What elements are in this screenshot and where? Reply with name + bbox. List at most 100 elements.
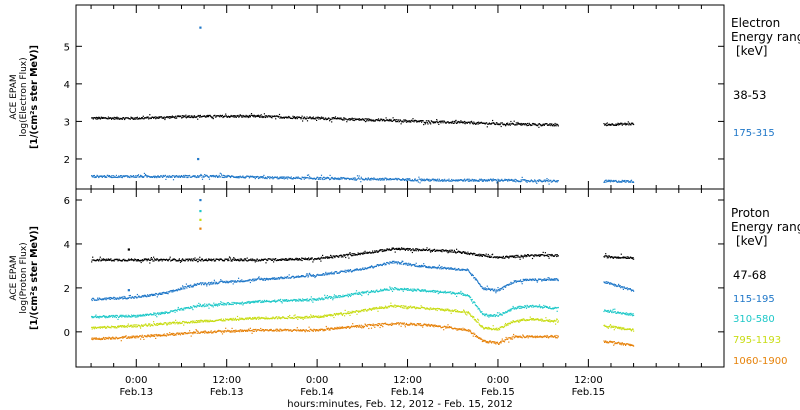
data-point	[241, 302, 243, 304]
data-point	[92, 316, 94, 318]
data-point	[314, 276, 316, 279]
data-point	[93, 316, 95, 318]
data-point	[233, 280, 235, 282]
data-point	[237, 280, 239, 282]
data-point	[105, 317, 107, 319]
data-point	[218, 176, 220, 178]
data-point	[424, 121, 426, 123]
data-point	[93, 176, 95, 178]
data-point	[526, 125, 528, 127]
data-point	[542, 279, 544, 281]
data-point	[633, 258, 635, 260]
data-point	[141, 324, 143, 326]
data-point	[221, 174, 223, 176]
data-point	[369, 179, 371, 181]
data-point	[359, 119, 361, 121]
data-point	[358, 177, 360, 179]
data-point	[415, 289, 417, 291]
data-point	[408, 120, 410, 122]
data-point	[110, 258, 112, 260]
data-point	[189, 307, 191, 309]
data-point	[388, 289, 390, 291]
data-point	[406, 263, 408, 265]
data-point	[222, 302, 225, 304]
data-point	[199, 303, 201, 305]
data-point	[402, 260, 404, 262]
data-point	[129, 296, 131, 298]
data-point	[212, 304, 214, 306]
data-point	[91, 299, 93, 302]
data-point	[190, 306, 192, 308]
data-point	[337, 177, 339, 179]
data-point	[331, 121, 333, 123]
data-point	[498, 256, 500, 258]
data-point	[518, 305, 520, 307]
data-point	[325, 273, 327, 275]
data-point	[514, 124, 516, 126]
data-point	[341, 118, 343, 120]
data-point	[348, 271, 350, 273]
data-point	[203, 306, 205, 308]
data-point	[107, 174, 109, 176]
data-point	[316, 177, 318, 179]
data-point	[532, 278, 535, 280]
data-point	[452, 180, 454, 182]
data-point	[355, 269, 358, 271]
data-point	[201, 258, 204, 260]
data-point	[548, 124, 550, 126]
data-point	[370, 290, 373, 292]
data-point	[381, 290, 383, 292]
data-point	[281, 278, 283, 280]
data-point	[503, 286, 506, 288]
data-point	[492, 288, 494, 290]
data-point	[306, 259, 309, 261]
data-point	[481, 180, 483, 182]
data-point	[424, 265, 426, 267]
data-point	[393, 119, 395, 122]
data-point	[260, 277, 262, 279]
data-point	[398, 247, 401, 249]
data-point	[376, 179, 378, 181]
data-point	[257, 300, 259, 302]
data-point	[432, 122, 434, 124]
data-point	[535, 124, 537, 126]
data-point	[225, 115, 227, 117]
data-point	[128, 118, 130, 120]
data-point	[112, 298, 114, 300]
data-point	[135, 297, 137, 299]
data-point	[364, 118, 366, 120]
data-point	[249, 302, 251, 304]
data-point	[302, 118, 304, 120]
data-point	[505, 124, 507, 126]
data-point	[95, 116, 98, 118]
data-point	[537, 180, 539, 183]
data-point	[422, 265, 424, 267]
data-point	[114, 326, 116, 328]
data-point	[467, 269, 469, 271]
data-point	[630, 290, 633, 292]
data-point	[518, 256, 521, 258]
data-point	[123, 297, 126, 299]
data-point	[553, 180, 556, 182]
data-point	[177, 289, 179, 291]
data-point	[629, 180, 631, 183]
data-point	[516, 306, 518, 308]
data-point	[253, 260, 255, 262]
data-point	[322, 177, 324, 179]
data-point	[128, 316, 130, 318]
data-point	[453, 251, 455, 253]
data-point	[161, 116, 163, 118]
data-point	[121, 260, 123, 262]
data-point	[151, 293, 153, 295]
data-point	[398, 289, 401, 291]
data-point	[174, 176, 176, 178]
data-point	[212, 116, 214, 118]
data-point	[414, 288, 416, 290]
data-point	[405, 121, 408, 123]
data-point	[233, 301, 235, 304]
data-point	[330, 177, 332, 179]
data-point	[511, 123, 513, 125]
data-point	[321, 178, 323, 180]
proton-series-47-68	[91, 247, 635, 264]
data-point	[135, 175, 137, 177]
